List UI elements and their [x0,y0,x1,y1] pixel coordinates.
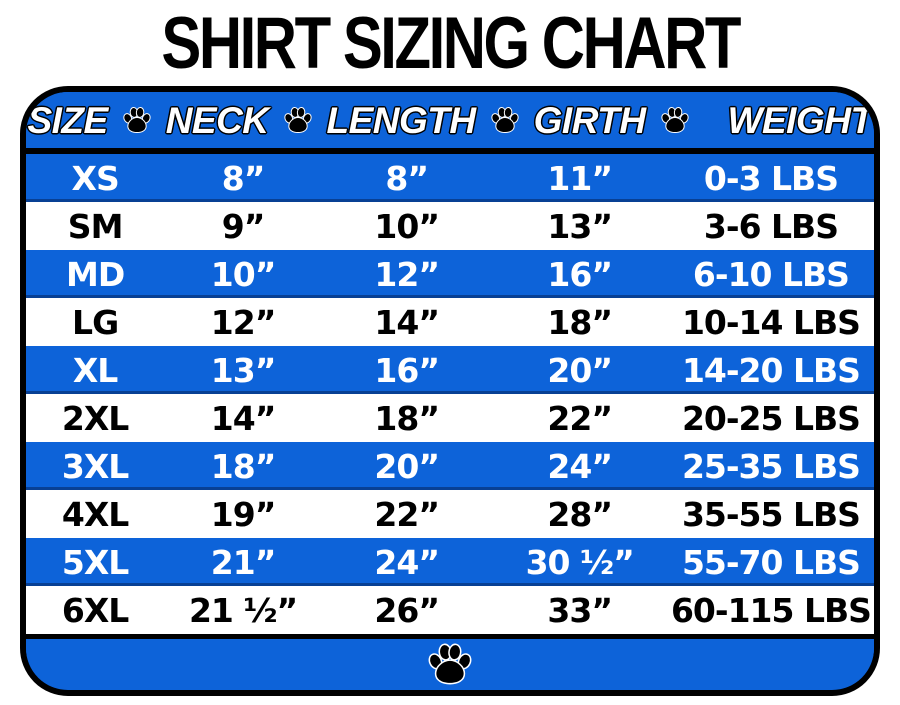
cell-weight: 3-6 LBS [703,206,839,246]
cell-girth: 33” [547,590,613,630]
paw-icon [428,642,472,686]
col-header-neck: NECK [165,99,269,141]
table-row: 4XL 19” 22” 28” 35-55 LBS [26,490,874,538]
cell-weight: 35-55 LBS [681,494,861,534]
cell-neck: 18” [210,446,277,486]
cell-weight: 20-25 LBS [681,398,861,438]
table-row: MD 10” 12” 16” 6-10 LBS [26,250,874,298]
cell-weight: 60-115 LBS [670,590,872,630]
cell-neck: 13” [210,350,277,390]
cell-size: 5XL [61,542,129,582]
paw-icon [491,106,519,134]
table-row: 6XL 21 ½” 26” 33” 60-115 LBS [26,586,874,634]
table-row: XL 13” 16” 20” 14-20 LBS [26,346,874,394]
cell-length: 12” [374,254,440,294]
cell-length: 14” [374,302,440,342]
cell-neck: 9” [221,206,266,246]
cell-length: 24” [374,542,440,582]
header-separator-line [26,148,874,154]
cell-neck: 21” [210,542,277,582]
cell-girth: 11” [547,158,613,198]
cell-weight: 10-14 LBS [681,302,861,342]
cell-neck: 10” [210,254,277,294]
cell-weight: 6-10 LBS [692,254,850,294]
cell-length: 22” [374,494,440,534]
cell-girth: 28” [547,494,613,534]
cell-neck: 8” [221,158,266,198]
cell-girth: 13” [547,206,613,246]
table-row: XS 8” 8” 11” 0-3 LBS [26,154,874,202]
cell-size: XL [72,350,118,390]
table-header-row: SIZE NECK LENGTH GIRTH WEIGHT [26,92,874,148]
col-header-weight: WEIGHT [727,99,873,141]
cell-size: 3XL [61,446,129,486]
table-row: LG 12” 14” 18” 10-14 LBS [26,298,874,346]
cell-girth: 16” [547,254,613,294]
cell-neck: 12” [210,302,277,342]
paw-icon [661,106,689,134]
footer-separator-line [26,634,874,639]
cell-weight: 25-35 LBS [681,446,861,486]
col-header-length: LENGTH [326,99,477,141]
cell-girth: 22” [547,398,613,438]
cell-size: MD [65,254,125,294]
cell-neck: 21 ½” [188,590,298,630]
cell-length: 10” [374,206,440,246]
cell-neck: 19” [210,494,277,534]
cell-girth: 24” [547,446,613,486]
cell-size: 4XL [61,494,129,534]
cell-size: 6XL [61,590,129,630]
cell-length: 26” [374,590,440,630]
cell-size: 2XL [61,398,129,438]
cell-weight: 55-70 LBS [681,542,861,582]
cell-size: SM [67,206,124,246]
cell-length: 8” [385,158,429,198]
cell-length: 16” [374,350,440,390]
cell-girth: 30 ½” [525,542,635,582]
page-title: SHIRT SIZING CHART [161,2,741,84]
table-body: XS 8” 8” 11” 0-3 LBS SM 9” 10” 13” 3-6 L… [26,154,874,634]
cell-size: XS [71,158,120,198]
table-row: SM 9” 10” 13” 3-6 LBS [26,202,874,250]
table-row: 3XL 18” 20” 24” 25-35 LBS [26,442,874,490]
table-row: 2XL 14” 18” 22” 20-25 LBS [26,394,874,442]
title-bar: SHIRT SIZING CHART [0,0,900,86]
paw-icon [284,106,312,134]
cell-length: 18” [374,398,440,438]
cell-neck: 14” [210,398,277,438]
cell-size: LG [72,302,119,342]
cell-weight: 14-20 LBS [681,350,861,390]
table-row: 5XL 21” 24” 30 ½” 55-70 LBS [26,538,874,586]
cell-girth: 18” [547,302,613,342]
col-header-size: SIZE [27,99,108,141]
cell-girth: 20” [547,350,613,390]
col-header-girth: GIRTH [533,99,646,141]
cell-length: 20” [374,446,440,486]
table-footer [26,639,874,688]
paw-icon [123,106,151,134]
cell-weight: 0-3 LBS [703,158,839,198]
sizing-table-card: SIZE NECK LENGTH GIRTH WEIGHT XS 8” 8” 1… [20,86,880,696]
